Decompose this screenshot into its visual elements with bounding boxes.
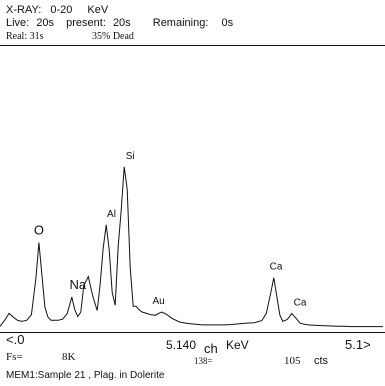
energy-range-unit: KeV: [87, 4, 109, 16]
axis-end: 5.1>: [345, 337, 371, 352]
real-time: Real: 31s: [6, 31, 44, 42]
channel-label: ch: [204, 341, 218, 356]
peak-label-si-3: Si: [126, 151, 135, 162]
peak-label-au-4: Au: [152, 296, 164, 307]
energy-range: 0-20: [50, 4, 73, 16]
xray-range-line: X-RAY: 0-20 KeV: [6, 4, 108, 16]
cursor-energy: 5.140: [166, 338, 197, 352]
counts-label: cts: [314, 355, 329, 367]
kev-label: KeV: [226, 338, 249, 352]
fs-value: 8K: [62, 351, 76, 363]
live-value: 20s: [36, 17, 55, 29]
peak-label-ca-6: Ca: [294, 297, 307, 308]
sample-description: MEM1:Sample 21 , Plag. in Dolerite: [6, 370, 165, 381]
real-time-line: Real: 31s 35% Dead: [6, 31, 134, 43]
cursor-channel: 138=: [194, 356, 213, 366]
axis-baseline: [0, 332, 385, 333]
header-divider: [0, 45, 385, 46]
xray-label: X-RAY:: [6, 4, 42, 16]
spectrum-plot[interactable]: O Na Al Si Au Ca Ca: [0, 46, 385, 332]
spectrum-trace: [0, 166, 383, 328]
remaining-value: 0s: [221, 17, 234, 29]
peak-label-o-0: O: [34, 223, 44, 238]
cursor-counts: 105: [284, 355, 301, 367]
dead-time: 35% Dead: [92, 31, 134, 42]
axis-start: <.0: [6, 332, 25, 347]
fs-label: Fs=: [6, 351, 23, 363]
peak-label-al-2: Al: [107, 209, 116, 220]
present-label: present:: [66, 17, 106, 29]
peak-label-ca-5: Ca: [270, 262, 283, 273]
live-label: Live:: [6, 17, 30, 29]
remaining-label: Remaining:: [152, 17, 209, 29]
acquisition-status-line: Live: 20s present: 20s Remaining: 0s: [6, 17, 233, 29]
present-value: 20s: [112, 17, 131, 29]
peak-label-na-1: Na: [69, 277, 86, 292]
peak-labels: O Na Al Si Au Ca Ca: [34, 151, 307, 309]
